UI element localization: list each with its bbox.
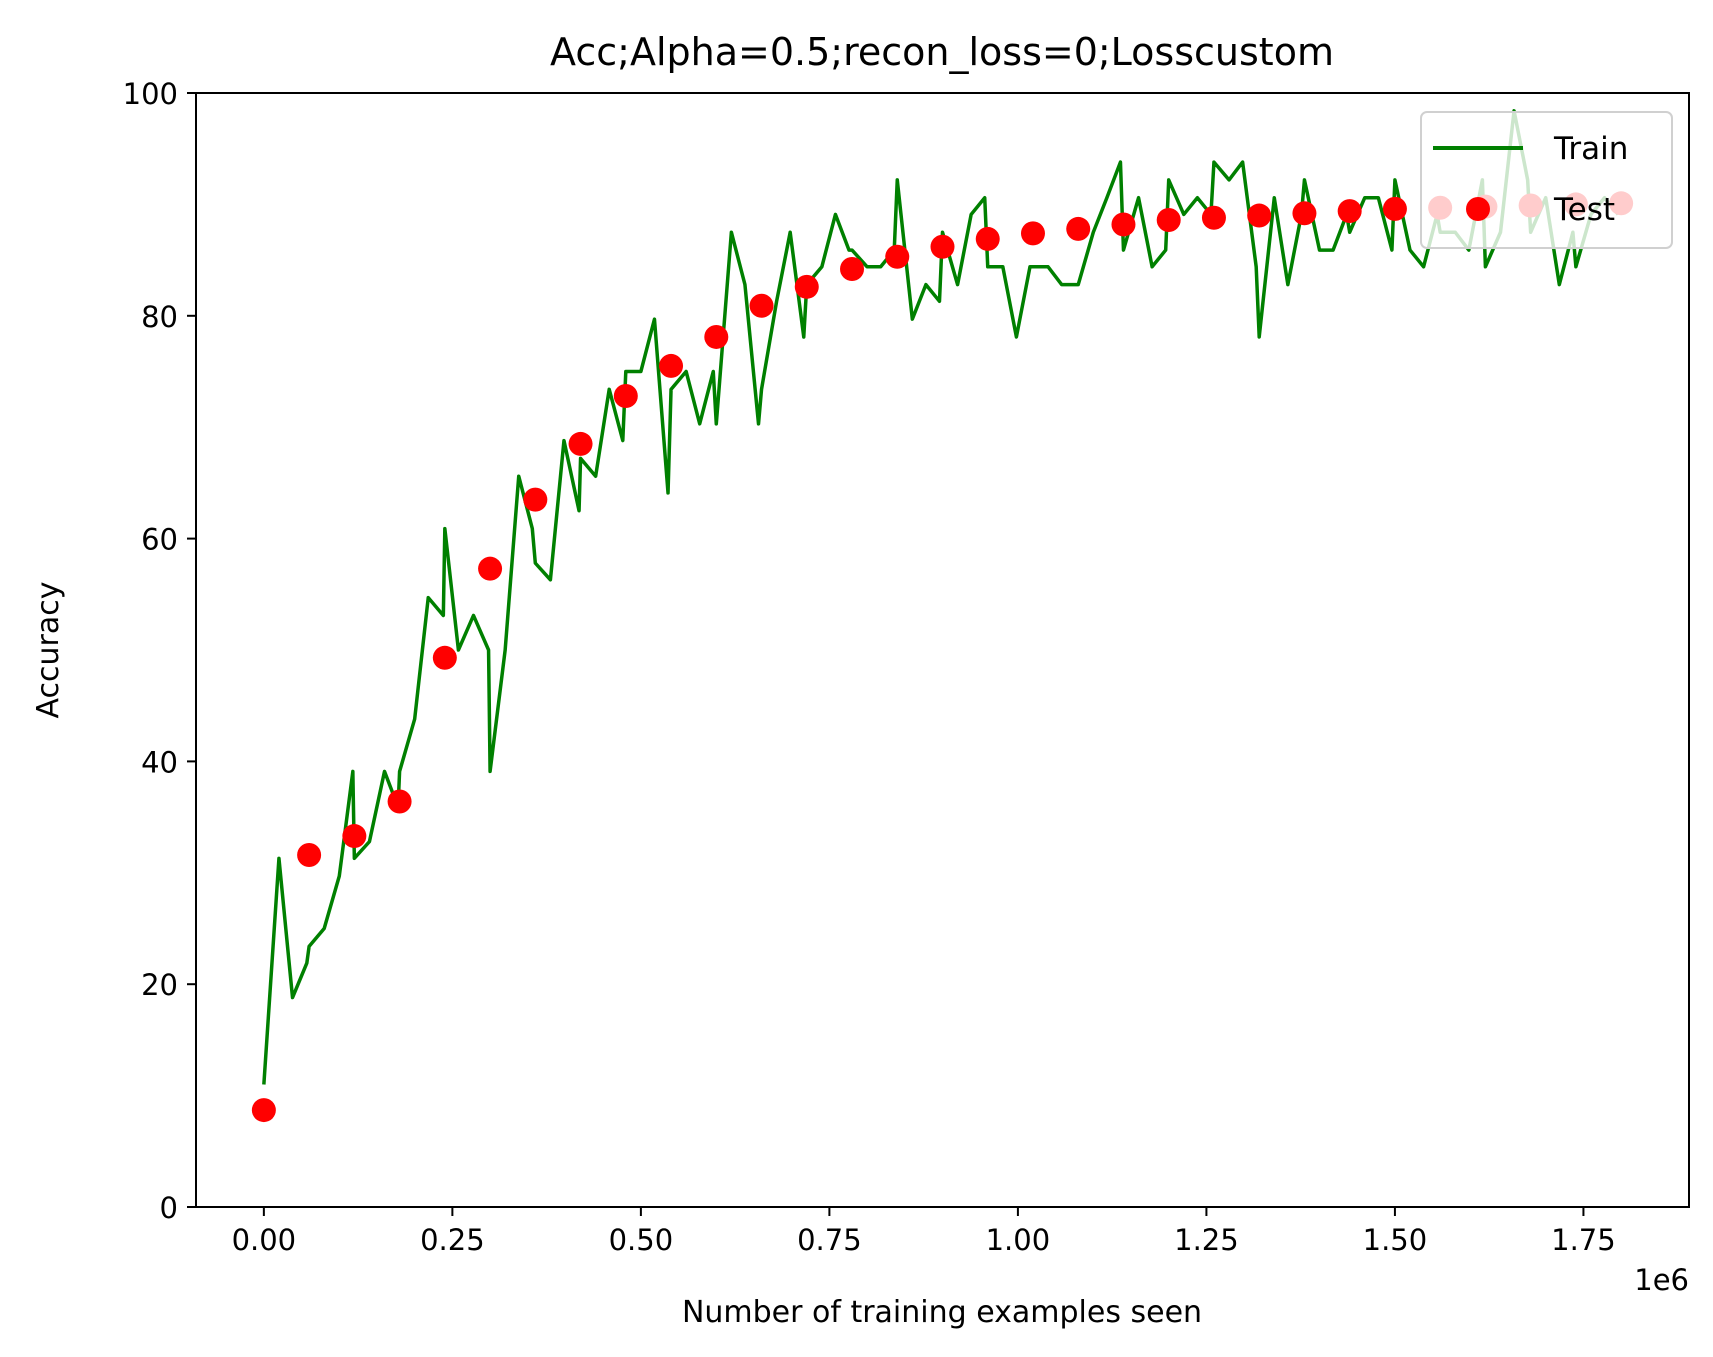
x-tick-label: 1.50	[1363, 1223, 1428, 1257]
test-point	[478, 556, 503, 581]
test-point	[342, 824, 367, 849]
test-point	[704, 324, 729, 349]
y-tick-label: 60	[141, 523, 178, 557]
test-point	[840, 257, 865, 282]
test-point	[1066, 216, 1091, 241]
test-point	[1020, 221, 1045, 246]
y-tick-label: 0	[160, 1191, 178, 1225]
test-point	[885, 244, 910, 269]
test-point	[387, 789, 412, 814]
x-tick-label: 1.25	[1174, 1223, 1239, 1257]
test-point	[297, 842, 322, 867]
test-point	[659, 353, 684, 378]
x-tick-label: 0.50	[609, 1223, 674, 1257]
y-tick-label: 20	[141, 968, 178, 1002]
test-point	[1201, 205, 1226, 230]
x-axis-label: Number of training examples seen	[682, 1295, 1202, 1330]
test-point	[749, 293, 774, 318]
y-axis-label: Accuracy	[31, 582, 66, 719]
y-tick-label: 40	[141, 745, 178, 779]
y-axis-ticks: 0 20 40 60 80 100	[123, 77, 196, 1225]
legend-test-marker	[1466, 197, 1490, 221]
plot-content	[251, 109, 1634, 1123]
train-series-line	[262, 109, 1620, 1085]
test-point	[794, 274, 819, 299]
legend-train-label: Train	[1553, 131, 1628, 167]
x-tick-label: 0.75	[797, 1223, 862, 1257]
legend-test-label: Test	[1553, 192, 1615, 228]
test-point	[975, 226, 1000, 251]
y-tick-label: 80	[141, 300, 178, 334]
test-point	[568, 431, 593, 456]
x-tick-label: 0.25	[420, 1223, 485, 1257]
test-point	[432, 645, 457, 670]
test-point	[1111, 212, 1136, 237]
test-point	[930, 234, 955, 259]
test-point	[1382, 196, 1407, 221]
legend-box	[1420, 111, 1673, 249]
x-tick-label: 0.00	[232, 1223, 297, 1257]
x-axis-ticks: 0.00 0.25 0.50 0.75 1.00 1.25 1.50 1.75	[232, 1207, 1616, 1257]
plot-frame	[195, 92, 1690, 1208]
test-point	[523, 487, 548, 512]
y-tick-label: 100	[123, 77, 178, 111]
test-point	[1156, 208, 1181, 232]
test-point	[1247, 203, 1272, 228]
legend: Train Test	[1420, 111, 1673, 249]
test-point	[1337, 199, 1362, 224]
x-axis-offset-label: 1e6	[1634, 1263, 1689, 1297]
x-tick-label: 1.00	[986, 1223, 1051, 1257]
test-point	[613, 384, 638, 409]
x-tick-label: 1.75	[1551, 1223, 1616, 1257]
test-point	[251, 1098, 276, 1123]
chart-title: Acc;Alpha=0.5;recon_loss=0;Losscustom	[550, 30, 1334, 74]
test-point	[1292, 201, 1317, 226]
